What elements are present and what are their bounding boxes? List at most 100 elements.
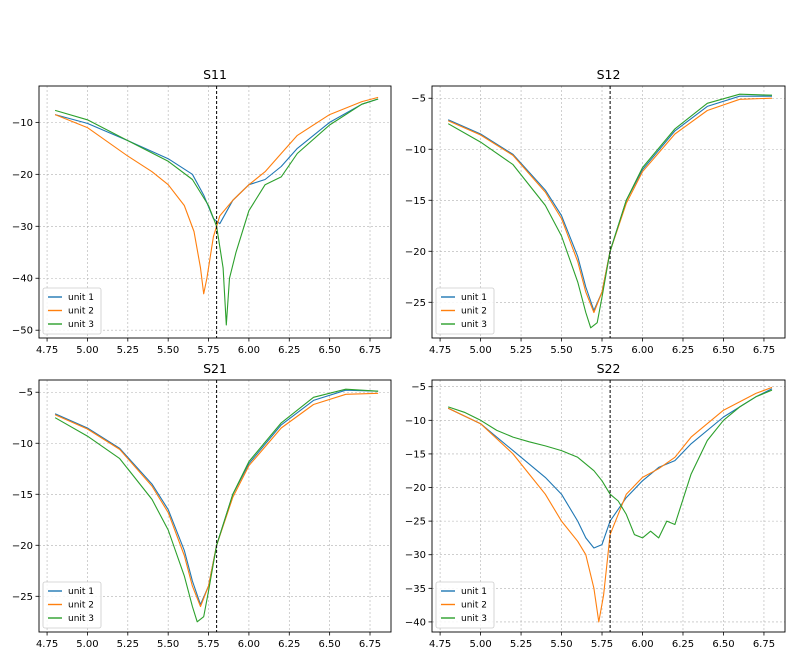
s11-y-tick-label: −40 [12, 274, 33, 285]
s22-y-tick-label: −25 [405, 517, 426, 528]
s21-x-tick-label: 6.75 [359, 639, 381, 650]
s22-x-tick-label: 5.75 [591, 639, 613, 650]
s21-axes-frame [38, 379, 392, 633]
s22-y-tick-label: −20 [405, 483, 426, 494]
s22-y-tick-label: −5 [411, 382, 426, 393]
s11-x-tick-label: 6.75 [359, 345, 381, 356]
s12-legend: unit 1 unit 2 unit 3 [435, 287, 495, 335]
s12-x-tick-label: 5.25 [510, 345, 532, 356]
s21-x-tick-label: 5.25 [117, 639, 139, 650]
s12-series-unit-2 [447, 97, 773, 314]
s12-x-tick-label: 4.75 [429, 345, 451, 356]
s11-x-tick-label: 6.50 [319, 345, 341, 356]
s21-y-tick-label: −5 [18, 388, 33, 399]
s22-y-tick-label: −15 [405, 449, 426, 460]
s21-y-tick-label: −25 [12, 592, 33, 603]
s12-y-tick-label: −5 [411, 94, 426, 105]
s12-y-tick-label: −10 [405, 145, 426, 156]
s21-panel: 4.75 5.00 5.25 5.50 5.75 6.00 6.25 6.50 6.75 −25 −… [12, 361, 392, 650]
s11-x-tick-label: 5.50 [157, 345, 179, 356]
s21-legend-box [42, 581, 102, 629]
s22-legend-label: unit 1 [461, 587, 487, 597]
s21-title: S21 [203, 361, 227, 376]
s22-legend-label: unit 2 [461, 601, 487, 611]
s12-legend-label: unit 3 [461, 320, 487, 330]
s22-series-unit-2 [447, 386, 773, 623]
s12-legend-label: unit 1 [461, 293, 487, 303]
s22-panel: 4.75 5.00 5.25 5.50 5.75 6.00 6.25 6.50 6.75 −40 −… [405, 361, 786, 650]
s11-y-tick-label: −50 [12, 326, 33, 337]
s21-series-unit-3 [54, 388, 379, 623]
s11-axes-frame [38, 85, 392, 339]
s11-series-unit-2 [54, 96, 379, 295]
s12-y-tick-label: −20 [405, 247, 426, 258]
s21-x-tick-label: 6.25 [278, 639, 300, 650]
s12-x-tick-label: 5.50 [550, 345, 572, 356]
s11-y-tick-label: −30 [12, 222, 33, 233]
s22-x-tick-label: 6.50 [712, 639, 734, 650]
s22-series-unit-1 [447, 388, 773, 549]
s21-legend: unit 1 unit 2 unit 3 [42, 581, 102, 629]
s22-y-tick-label: −40 [405, 617, 426, 628]
s22-title: S22 [597, 361, 621, 376]
s12-series-unit-3 [447, 93, 773, 329]
s22-axes-frame [431, 379, 786, 633]
s11-legend-label: unit 1 [68, 293, 94, 303]
s22-legend-box [435, 581, 495, 629]
s11-legend-label: unit 3 [68, 320, 94, 330]
s12-x-tick-label: 5.75 [591, 345, 613, 356]
s11-y-tick-label: −20 [12, 170, 33, 181]
s11-x-tick-label: 4.75 [36, 345, 58, 356]
s22-x-tick-label: 5.25 [510, 639, 532, 650]
s12-title: S12 [597, 67, 621, 82]
s12-x-tick-label: 6.00 [631, 345, 653, 356]
s12-axes-frame [431, 85, 786, 339]
s12-x-tick-label: 6.25 [672, 345, 694, 356]
s21-legend-label: unit 3 [68, 614, 94, 624]
s11-x-tick-label: 5.00 [76, 345, 98, 356]
s21-y-tick-label: −10 [12, 439, 33, 450]
s22-y-tick-label: −35 [405, 584, 426, 595]
s12-y-tick-label: −15 [405, 196, 426, 207]
s11-title: S11 [203, 67, 227, 82]
s21-x-tick-label: 5.00 [76, 639, 98, 650]
s22-legend: unit 1 unit 2 unit 3 [435, 581, 495, 629]
s22-x-tick-label: 6.00 [631, 639, 653, 650]
s11-x-tick-label: 5.25 [117, 345, 139, 356]
s21-legend-label: unit 2 [68, 601, 94, 611]
s22-x-tick-label: 6.75 [753, 639, 775, 650]
s21-x-tick-label: 4.75 [36, 639, 58, 650]
s21-y-tick-label: −20 [12, 541, 33, 552]
s21-series-unit-2 [54, 392, 379, 608]
s11-legend: unit 1 unit 2 unit 3 [42, 287, 102, 335]
s11-legend-box [42, 287, 102, 335]
s22-x-tick-label: 5.00 [469, 639, 491, 650]
s11-x-tick-label: 6.00 [238, 345, 260, 356]
s11-legend-label: unit 2 [68, 307, 94, 317]
s21-x-tick-label: 5.50 [157, 639, 179, 650]
s22-x-tick-label: 4.75 [429, 639, 451, 650]
s21-x-tick-label: 6.50 [319, 639, 341, 650]
s12-legend-box [435, 287, 495, 335]
s22-x-tick-label: 6.25 [672, 639, 694, 650]
s22-legend-label: unit 3 [461, 614, 487, 624]
s11-x-tick-label: 5.75 [197, 345, 219, 356]
s21-legend-label: unit 1 [68, 587, 94, 597]
s12-x-tick-label: 5.00 [469, 345, 491, 356]
s11-x-tick-label: 6.25 [278, 345, 300, 356]
s22-y-tick-label: −10 [405, 416, 426, 427]
s12-panel: 4.75 5.00 5.25 5.50 5.75 6.00 6.25 6.50 6.75 −25 −… [405, 67, 786, 356]
s21-y-tick-label: −15 [12, 490, 33, 501]
s12-y-tick-label: −25 [405, 298, 426, 309]
s12-x-tick-label: 6.75 [753, 345, 775, 356]
s12-legend-label: unit 2 [461, 307, 487, 317]
s11-y-tick-label: −10 [12, 118, 33, 129]
s21-x-tick-label: 6.00 [238, 639, 260, 650]
s22-x-tick-label: 5.50 [550, 639, 572, 650]
s22-series-unit-3 [448, 389, 773, 539]
s12-x-tick-label: 6.50 [712, 345, 734, 356]
s11-series-unit-3 [54, 98, 379, 326]
s22-y-tick-label: −30 [405, 550, 426, 561]
s21-x-tick-label: 5.75 [197, 639, 219, 650]
